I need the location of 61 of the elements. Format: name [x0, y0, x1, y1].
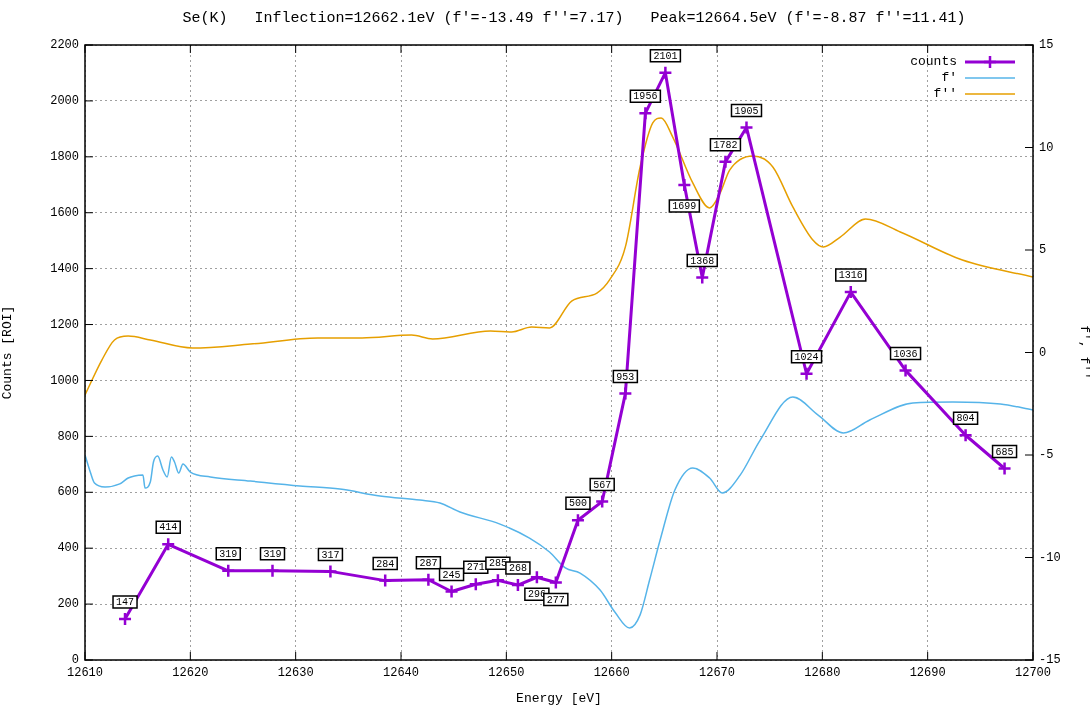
- data-label: 1956: [633, 91, 658, 103]
- data-label: 804: [956, 413, 975, 425]
- data-label: 287: [419, 557, 438, 569]
- data-label: 500: [568, 498, 587, 510]
- x-tick-label: 12700: [1014, 666, 1052, 681]
- y2-tick-label: 5: [1039, 243, 1047, 258]
- data-label: 284: [376, 558, 395, 570]
- y-tick-label: 1400: [50, 261, 79, 276]
- data-label: 1316: [838, 270, 863, 282]
- data-label: 1905: [734, 105, 759, 117]
- y2-tick-label: -5: [1039, 448, 1054, 463]
- data-label: 319: [219, 548, 238, 560]
- data-label: 953: [616, 371, 635, 383]
- y-tick-label: 2200: [50, 38, 79, 53]
- x-tick-label: 12670: [698, 666, 736, 681]
- data-label: 268: [508, 563, 527, 575]
- legend-label: counts: [910, 54, 957, 70]
- x-tick-label: 12660: [593, 666, 630, 681]
- x-tick-label: 12650: [488, 666, 525, 681]
- y-tick-label: 1000: [50, 373, 79, 388]
- y-axis-title: Counts [ROI]: [0, 305, 16, 400]
- data-label: 1368: [690, 255, 715, 267]
- y-tick-label: 1200: [50, 317, 79, 332]
- x-tick-label: 12690: [909, 666, 946, 681]
- x-tick-label: 12680: [804, 666, 841, 681]
- data-label: 414: [159, 522, 178, 534]
- y-tick-label: 400: [57, 541, 79, 556]
- y-tick-label: 1600: [50, 205, 79, 220]
- y2-tick-label: 15: [1039, 38, 1054, 53]
- y-tick-label: 800: [57, 429, 79, 444]
- x-tick-label: 12620: [172, 666, 209, 681]
- data-label: 319: [263, 548, 282, 560]
- data-label: 317: [321, 549, 340, 561]
- data-label: 685: [995, 446, 1014, 458]
- y2-tick-label: 10: [1039, 140, 1054, 155]
- data-label: 271: [466, 562, 485, 574]
- legend-label: f′′: [933, 86, 957, 102]
- x-tick-label: 12630: [277, 666, 314, 681]
- data-label: 1036: [893, 348, 918, 360]
- data-label: 2101: [653, 50, 678, 62]
- data-label: 1024: [794, 351, 819, 363]
- chart-title: Se(K) Inflection=12662.1eV (f′=-13.49 f′′=7.17) Peak=12664.5eV (f′=-8.87 f′′=11.41): [182, 9, 966, 27]
- y-tick-label: 200: [57, 597, 79, 612]
- y2-axis-title: f′, f′′: [1076, 325, 1092, 380]
- y2-tick-label: 0: [1039, 345, 1047, 360]
- y2-tick-label: -10: [1039, 550, 1061, 565]
- data-label: 245: [442, 569, 461, 581]
- y-tick-label: 2000: [50, 94, 79, 109]
- x-tick-label: 12640: [382, 666, 420, 681]
- y-tick-label: 0: [71, 653, 79, 668]
- data-label: 277: [546, 594, 565, 606]
- data-label: 1782: [713, 139, 738, 151]
- x-axis-title: Energy [eV]: [516, 690, 602, 706]
- y-tick-label: 1800: [50, 149, 79, 164]
- y-tick-label: 600: [57, 485, 79, 500]
- data-label: 1699: [672, 201, 697, 213]
- y2-tick-label: -15: [1039, 653, 1061, 668]
- x-tick-label: 12610: [66, 666, 104, 681]
- data-label: 147: [116, 597, 135, 609]
- legend-label: f′: [941, 70, 957, 86]
- data-label: 567: [593, 479, 612, 491]
